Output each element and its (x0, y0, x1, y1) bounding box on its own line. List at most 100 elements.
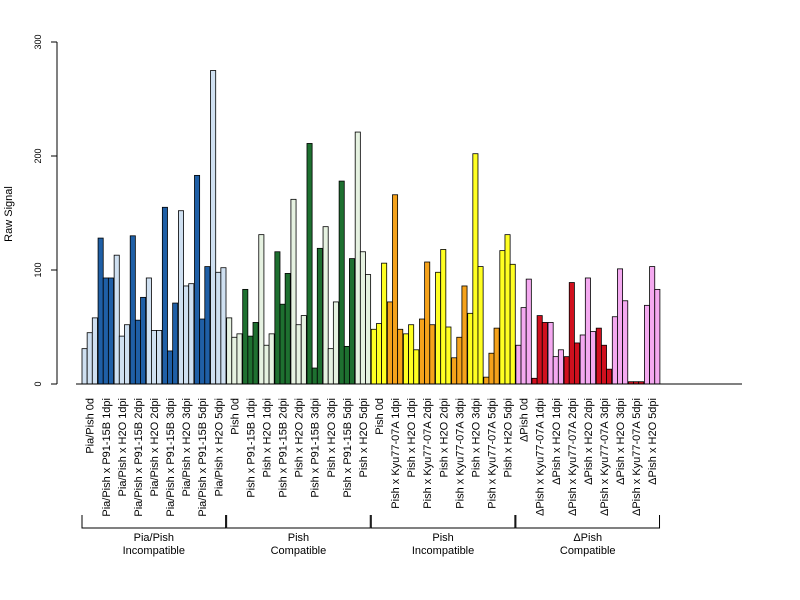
group-label-line2: Compatible (560, 545, 616, 557)
bar (274, 251, 281, 385)
bars (81, 70, 661, 385)
x-tick-label: Pish x H2O 3dpi (470, 398, 482, 477)
x-tick-label: ΔPish x Kyu77-07A 3dpi (599, 398, 611, 516)
bar (451, 357, 458, 385)
bar (435, 271, 442, 385)
bar (606, 368, 613, 385)
bar (124, 324, 130, 385)
bar (611, 316, 618, 385)
bar (194, 174, 201, 385)
x-tick-label: Pish x H2O 2dpi (294, 398, 306, 477)
bar (574, 342, 580, 385)
x-tick-label: ΔPish x Kyu77-07A 2dpi (567, 398, 579, 516)
x-tick-label: Pish x H2O 3dpi (326, 398, 338, 477)
bar (247, 335, 254, 385)
bar (440, 249, 447, 385)
bar (644, 304, 651, 385)
bar (552, 356, 559, 385)
x-tick-label: Pia/Pish x P91-15B 3dpi (165, 398, 177, 517)
x-tick-label: Pia/Pish x H2O 2dpi (149, 398, 161, 496)
x-tick-label: Pish 0d (374, 398, 386, 435)
bar (220, 267, 227, 385)
bar (445, 326, 452, 385)
bar (413, 349, 420, 385)
bar (408, 324, 415, 385)
bar (306, 143, 313, 385)
bar (210, 70, 217, 385)
x-tick-label: Pish x P91-15B 3dpi (310, 398, 322, 498)
x-tick-label: Pish x H2O 5dpi (358, 398, 370, 477)
x-tick-label: Pish x Kyu77-07A 1dpi (390, 398, 402, 509)
x-tick-label: Pish x P91-15B 1dpi (245, 398, 257, 498)
bar (252, 322, 259, 385)
bar (242, 288, 249, 385)
bar (199, 318, 206, 385)
bar (178, 210, 184, 385)
y-tick-label: 0 (33, 381, 43, 386)
bar (134, 319, 141, 385)
bar (295, 324, 302, 385)
bar (161, 206, 168, 385)
x-tick-label: ΔPish x Kyu77-07A 1dpi (535, 398, 547, 516)
x-tick-label: ΔPish x Kyu77-07A 5dpi (631, 398, 643, 516)
y-tick-label: 300 (33, 34, 43, 49)
bar (386, 301, 393, 385)
bar (547, 322, 554, 385)
group-bracket-line (226, 515, 371, 529)
bar (145, 277, 152, 385)
group-label-line2: Incompatible (123, 545, 185, 557)
bar (488, 352, 495, 385)
bar (499, 250, 506, 385)
group-label-line1: ΔPish (573, 532, 602, 544)
bar (557, 349, 564, 385)
x-tick-label: Pish x Kyu77-07A 2dpi (422, 398, 434, 509)
bar (188, 283, 195, 385)
bar (284, 273, 291, 385)
bar (268, 333, 275, 385)
x-tick-label: Pia/Pish x P91-15B 1dpi (101, 398, 113, 517)
bar (343, 345, 350, 385)
bar (654, 288, 661, 385)
bar (467, 312, 474, 385)
bar (504, 234, 511, 385)
bar (563, 356, 570, 385)
bar (370, 328, 377, 385)
bar (332, 301, 339, 385)
bar (376, 323, 382, 385)
bar (204, 266, 211, 385)
bar (419, 318, 426, 385)
bar (595, 327, 602, 385)
group-brackets: Pia/PishIncompatiblePishCompatiblePishIn… (81, 515, 661, 557)
x-tick-label: Pish x Kyu77-07A 5dpi (486, 398, 498, 509)
x-tick-label: ΔPish x H2O 3dpi (615, 398, 627, 485)
group-label-line1: Pish (288, 532, 309, 544)
bar (263, 344, 270, 385)
bar (520, 307, 527, 385)
x-tick-label: ΔPish x H2O 5dpi (647, 398, 659, 485)
bar (472, 153, 479, 385)
bar (354, 131, 361, 385)
bar (381, 262, 388, 385)
x-tick-label: Pish x H2O 5dpi (503, 398, 515, 477)
bar (359, 251, 366, 385)
bar (568, 282, 575, 385)
bar (118, 335, 125, 385)
bar (172, 302, 179, 385)
bar (97, 237, 104, 385)
x-tick-label: Pish 0d (229, 398, 241, 435)
x-tick-label: Pish x H2O 1dpi (262, 398, 274, 477)
bar (113, 254, 120, 385)
bar (483, 376, 490, 385)
group-label-line2: Incompatible (412, 545, 474, 557)
bar (584, 277, 591, 385)
bar (86, 332, 93, 385)
bar (349, 258, 355, 385)
x-tick-label: Pish x P91-15B 2dpi (278, 398, 290, 498)
y-tick-label: 200 (33, 148, 43, 163)
bar (215, 271, 222, 385)
